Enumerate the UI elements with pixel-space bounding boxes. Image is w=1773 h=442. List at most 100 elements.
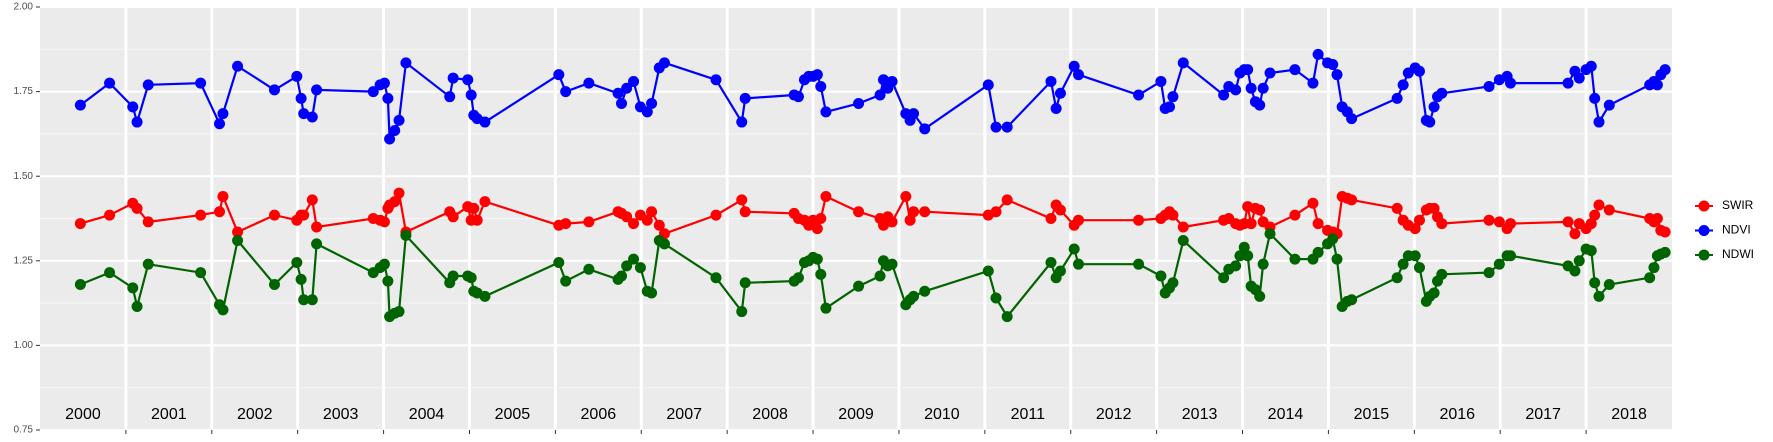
year-label: 2002 bbox=[237, 406, 273, 423]
point bbox=[1589, 277, 1601, 289]
point bbox=[1409, 223, 1421, 235]
point bbox=[393, 114, 405, 126]
point bbox=[298, 209, 310, 221]
point bbox=[1562, 77, 1574, 89]
point bbox=[1493, 216, 1505, 228]
point bbox=[306, 294, 318, 306]
point bbox=[1569, 228, 1581, 240]
point bbox=[877, 219, 889, 231]
point bbox=[621, 82, 633, 94]
point bbox=[853, 97, 865, 109]
point bbox=[384, 133, 396, 145]
year-label: 2015 bbox=[1354, 406, 1390, 423]
point bbox=[131, 116, 143, 128]
point bbox=[1483, 81, 1495, 93]
point bbox=[1242, 250, 1254, 262]
point bbox=[1155, 75, 1167, 87]
point bbox=[1346, 113, 1358, 125]
point bbox=[1436, 87, 1448, 99]
point bbox=[311, 221, 323, 233]
point bbox=[616, 270, 628, 282]
point bbox=[1436, 218, 1448, 230]
point bbox=[479, 116, 491, 128]
point bbox=[232, 234, 244, 246]
point bbox=[1254, 290, 1266, 302]
point bbox=[646, 97, 658, 109]
point bbox=[1045, 75, 1057, 87]
point bbox=[1659, 246, 1671, 258]
point bbox=[1428, 101, 1440, 113]
point bbox=[1177, 234, 1189, 246]
year-label: 2005 bbox=[495, 406, 531, 423]
point bbox=[739, 277, 751, 289]
year-label: 2011 bbox=[1011, 406, 1046, 423]
point bbox=[1072, 214, 1084, 226]
point bbox=[74, 99, 86, 111]
point bbox=[1505, 250, 1517, 262]
point bbox=[900, 191, 912, 203]
point bbox=[739, 92, 751, 104]
point bbox=[127, 282, 139, 294]
point bbox=[1045, 213, 1057, 224]
point bbox=[104, 209, 116, 221]
point bbox=[232, 226, 244, 238]
point bbox=[1312, 246, 1324, 258]
point bbox=[1428, 287, 1440, 299]
year-label: 2007 bbox=[666, 406, 702, 423]
point bbox=[1644, 272, 1656, 284]
year-label: 2006 bbox=[581, 406, 617, 423]
point bbox=[815, 213, 827, 224]
point bbox=[195, 209, 207, 221]
point bbox=[919, 206, 931, 218]
point bbox=[1045, 256, 1057, 268]
year-label: 2013 bbox=[1182, 406, 1218, 423]
legend-label: SWIR bbox=[1722, 198, 1754, 212]
point bbox=[621, 260, 633, 272]
point bbox=[658, 238, 670, 250]
point bbox=[1493, 258, 1505, 270]
point bbox=[1589, 209, 1601, 221]
point bbox=[1054, 87, 1066, 99]
point bbox=[104, 77, 116, 89]
point bbox=[447, 270, 459, 282]
point bbox=[1391, 202, 1403, 214]
point bbox=[389, 125, 401, 137]
point bbox=[1054, 204, 1066, 216]
point bbox=[1289, 209, 1301, 221]
point bbox=[400, 229, 412, 241]
legend-key bbox=[1698, 249, 1710, 261]
year-label: 2016 bbox=[1439, 406, 1475, 423]
point bbox=[1133, 258, 1145, 270]
y-tick-label: 1.00 bbox=[14, 340, 34, 351]
point bbox=[886, 216, 898, 228]
point bbox=[1413, 262, 1425, 274]
point bbox=[560, 275, 572, 287]
point bbox=[1001, 194, 1013, 206]
point bbox=[736, 306, 748, 318]
point bbox=[1331, 253, 1343, 265]
point bbox=[815, 268, 827, 280]
legend-key bbox=[1698, 225, 1710, 236]
point bbox=[195, 267, 207, 279]
point bbox=[1505, 77, 1517, 89]
point bbox=[1307, 197, 1319, 209]
point bbox=[295, 273, 307, 285]
point bbox=[886, 258, 898, 270]
point bbox=[1428, 202, 1440, 214]
point bbox=[1651, 213, 1663, 224]
point bbox=[131, 300, 143, 312]
point bbox=[462, 74, 474, 86]
point bbox=[1001, 121, 1013, 133]
point bbox=[195, 77, 207, 89]
point bbox=[583, 77, 595, 89]
point bbox=[820, 191, 832, 203]
point bbox=[1331, 69, 1343, 81]
point bbox=[444, 91, 456, 103]
point bbox=[1133, 214, 1145, 226]
point bbox=[1346, 294, 1358, 306]
point bbox=[1242, 64, 1254, 76]
point bbox=[1327, 233, 1339, 245]
point bbox=[1264, 67, 1276, 79]
point bbox=[1254, 99, 1266, 111]
point bbox=[1001, 311, 1013, 323]
